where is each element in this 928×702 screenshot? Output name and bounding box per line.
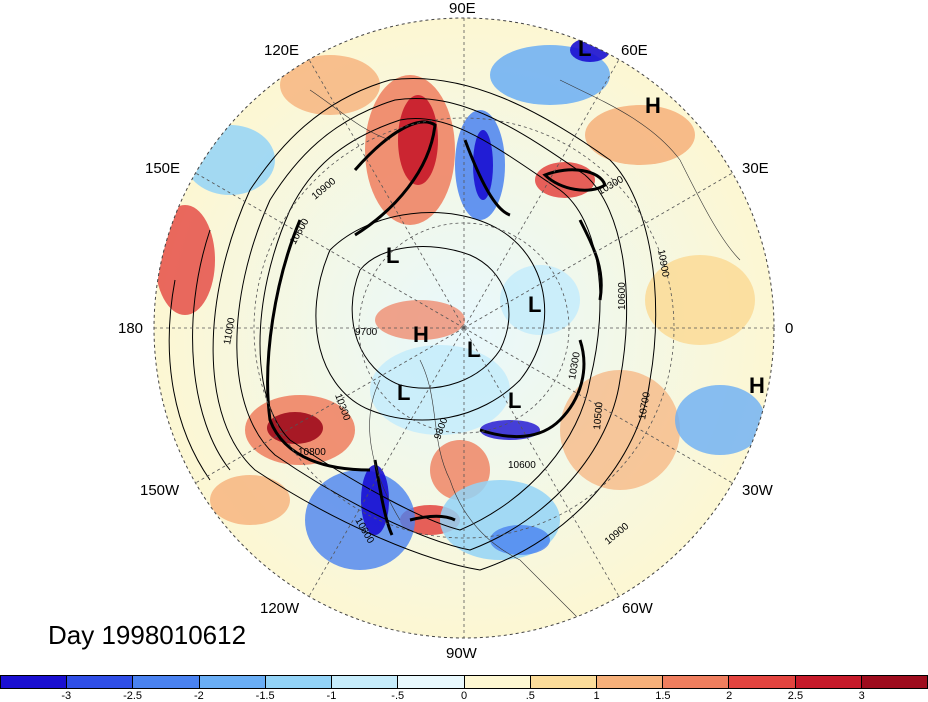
contour-label: 10900 xyxy=(655,249,671,279)
lon-label-30e: 30E xyxy=(742,160,769,177)
colorbar-segment xyxy=(199,676,266,688)
colorbar-segment xyxy=(332,676,399,688)
contour-label: 10600 xyxy=(617,282,628,310)
contour-label: 10800 xyxy=(298,447,326,458)
map-boundary xyxy=(153,17,775,639)
lon-label-150e: 150E xyxy=(145,160,181,177)
colorbar-segment xyxy=(795,676,862,688)
low-pressure-label: L xyxy=(397,380,411,405)
colorbar-segment xyxy=(265,676,333,688)
colorbar-segment xyxy=(861,676,928,688)
lon-label-150w: 150W xyxy=(140,482,180,499)
lon-label-0: 0 xyxy=(785,320,794,337)
high-pressure-label: H xyxy=(749,373,765,398)
colorbar-tick-label: .5 xyxy=(525,690,535,702)
colorbar-tick-label: 1 xyxy=(593,690,600,702)
colorbar-tick-label: 2 xyxy=(726,690,733,702)
lon-label-60w: 60W xyxy=(622,600,653,617)
colorbar-segment xyxy=(663,676,730,688)
day-label: Day 1998010612 xyxy=(48,620,247,650)
colorbar-tick-label: -2 xyxy=(193,690,204,702)
colorbar-tick-label: 3 xyxy=(858,690,865,702)
colorbar-segment xyxy=(464,676,531,688)
low-pressure-label: L xyxy=(528,292,542,317)
colorbar-tick-label: -.5 xyxy=(391,690,405,702)
lon-label-90w: 90W xyxy=(446,645,477,662)
lon-label-120e: 120E xyxy=(264,42,300,59)
colorbar-segment xyxy=(133,676,200,688)
contour-label: 10300 xyxy=(567,351,583,381)
colorbar-segment xyxy=(398,676,465,688)
high-pressure-label: H xyxy=(413,322,429,347)
colorbar-segment xyxy=(596,676,664,688)
colorbar xyxy=(0,675,928,689)
low-pressure-label: L xyxy=(578,36,592,61)
lon-label-60e: 60E xyxy=(621,42,648,59)
colorbar-segment xyxy=(67,676,134,688)
lon-label-120w: 120W xyxy=(260,600,300,617)
colorbar-tick-label: -1.5 xyxy=(255,690,275,702)
colorbar-tick-label: 1.5 xyxy=(655,690,671,702)
coastlines xyxy=(309,79,741,621)
colorbar-segment xyxy=(1,676,68,688)
contour-label: 11000 xyxy=(222,317,238,346)
colorbar-tick-label: -1 xyxy=(326,690,337,702)
graticule xyxy=(154,18,774,638)
colorbar-tick-label: -2.5 xyxy=(123,690,143,702)
colorbar-tick-label: 2.5 xyxy=(787,690,804,702)
contour-label: 10700 xyxy=(637,391,653,421)
low-pressure-label: L xyxy=(386,243,400,268)
colorbar-tick-label: -3 xyxy=(61,690,72,702)
contour-label: 10500 xyxy=(592,401,605,430)
colorbar-segment xyxy=(530,676,597,688)
colorbar-tick-label: 0 xyxy=(460,690,468,702)
lon-label-180: 180 xyxy=(118,320,144,337)
contour-label: 10600 xyxy=(508,460,536,471)
colorbar-segment xyxy=(729,676,796,688)
contour-label: 9700 xyxy=(355,327,378,338)
high-pressure-label: H xyxy=(645,93,661,118)
lon-label-90e: 90E xyxy=(449,0,476,17)
low-pressure-label: L xyxy=(508,388,522,413)
low-pressure-label: L xyxy=(467,337,481,362)
lon-label-30w: 30W xyxy=(742,482,773,499)
